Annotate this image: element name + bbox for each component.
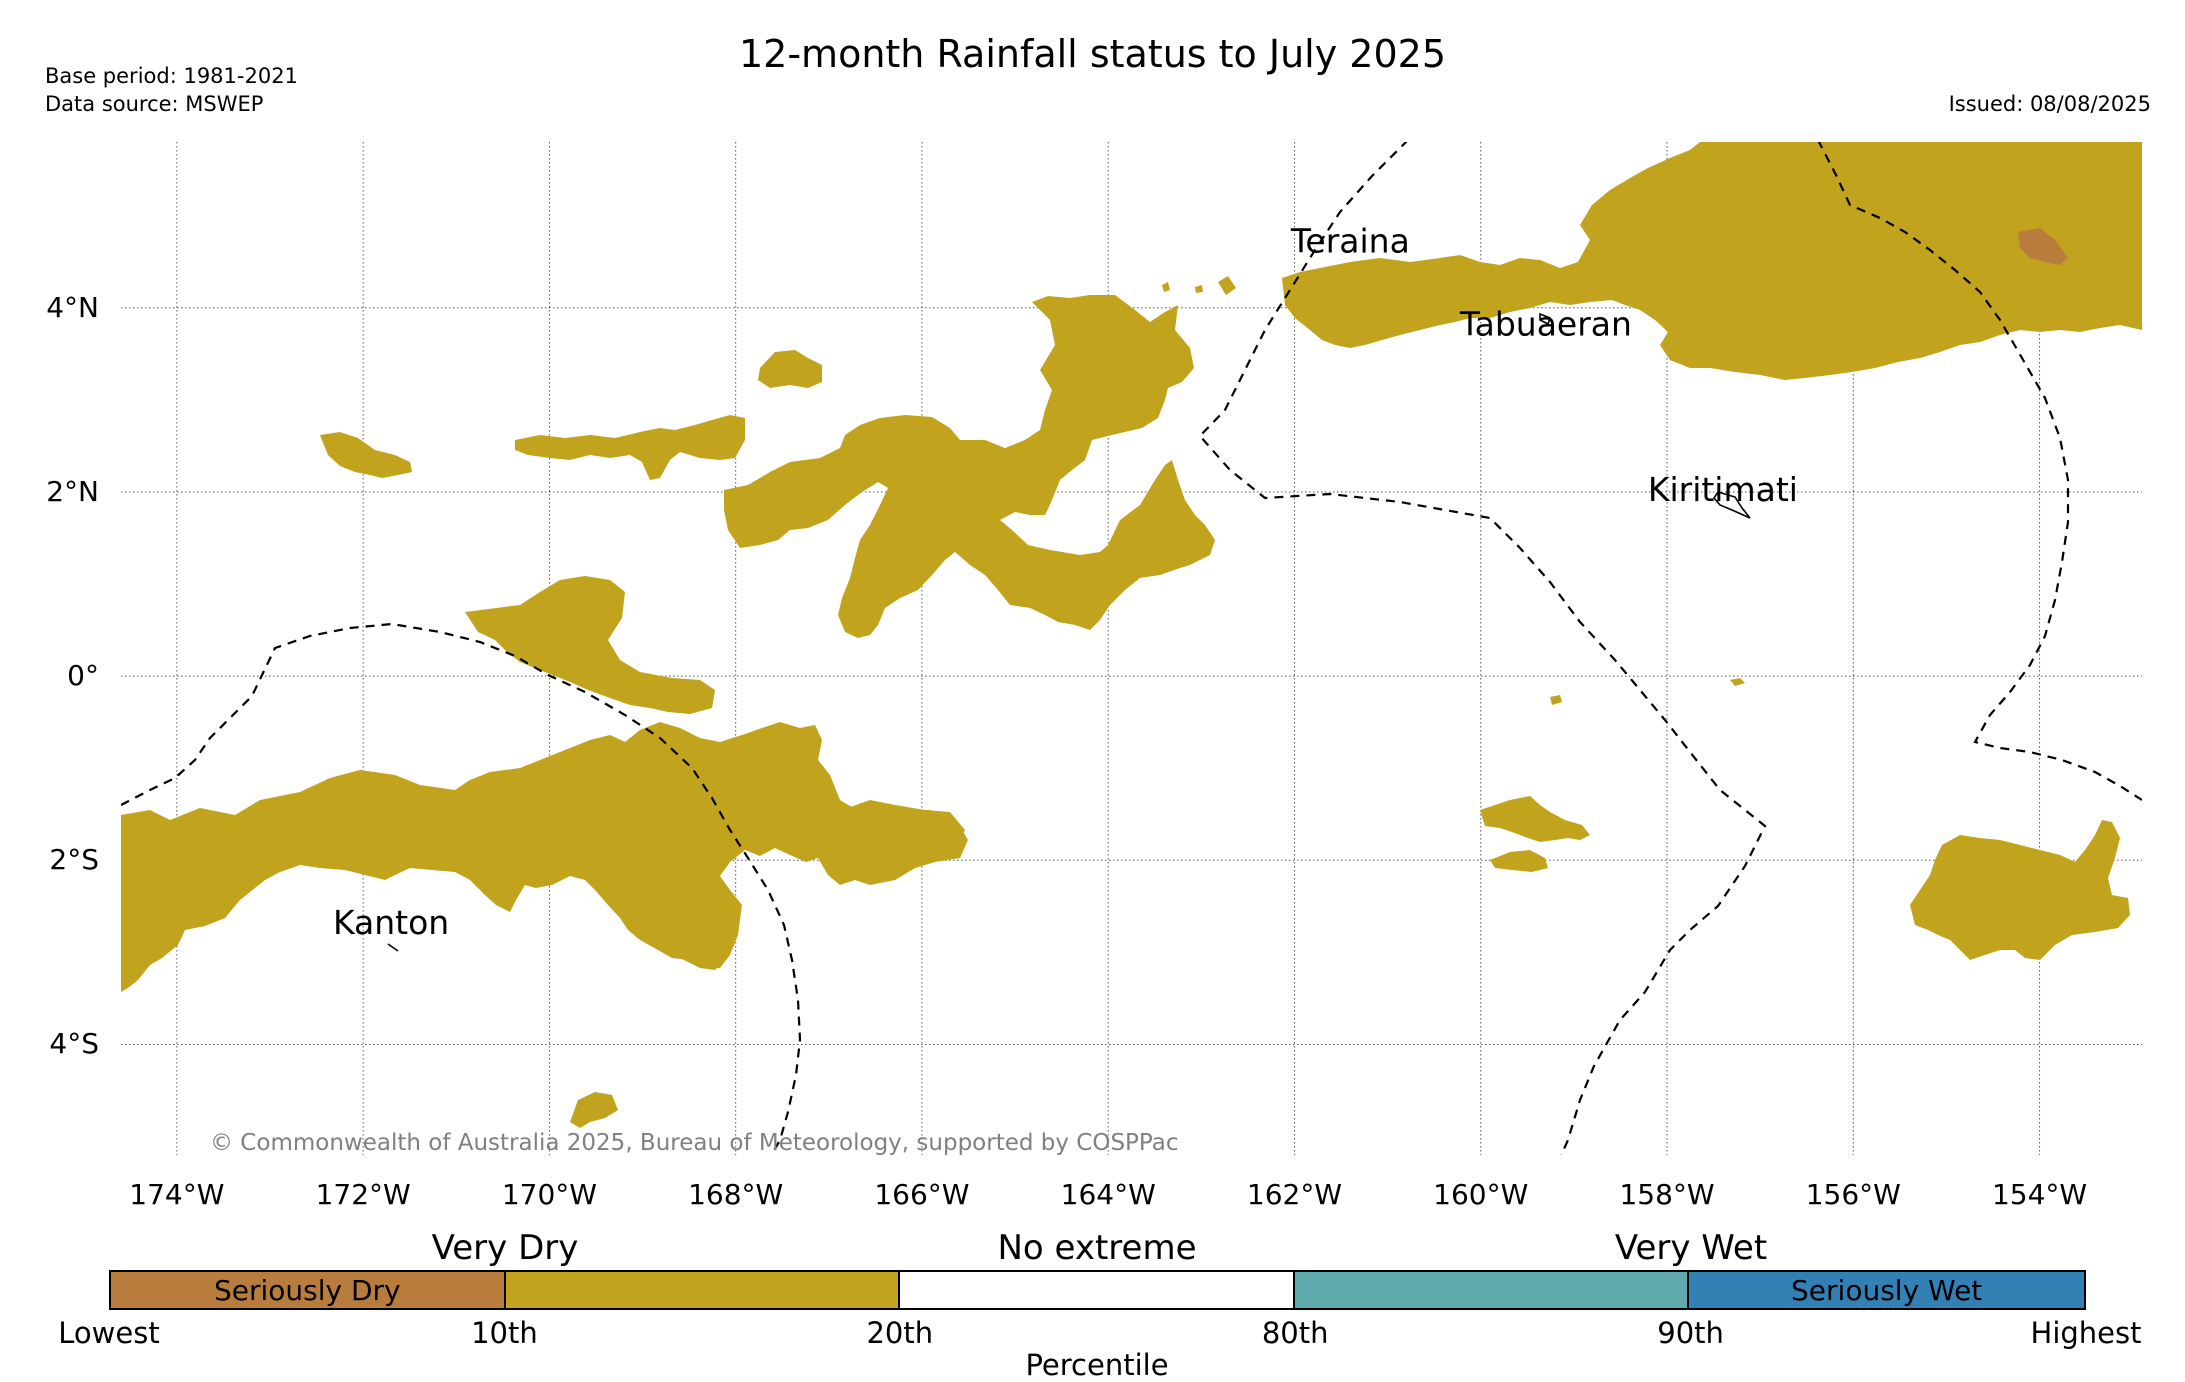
- legend-segment: Seriously Wet: [1689, 1272, 2084, 1308]
- lon-tick-label: 156°W: [1805, 1178, 1901, 1211]
- data-source-text: Data source: MSWEP: [45, 92, 264, 116]
- lat-tick-label: 2°N: [46, 474, 99, 508]
- legend-category-no-extreme: No extreme: [997, 1228, 1197, 1268]
- lon-tick-label: 170°W: [501, 1178, 597, 1211]
- legend-category-very-dry: Very Dry: [431, 1228, 579, 1268]
- lat-tick-label: 0°: [67, 659, 99, 693]
- lon-tick-label: 174°W: [129, 1178, 225, 1211]
- percentile-tick-label: Lowest: [58, 1316, 160, 1350]
- issued-date-text: Issued: 08/08/2025: [1948, 92, 2151, 116]
- percentile-tick-label: 80th: [1261, 1316, 1329, 1350]
- lat-tick-label: 4°S: [49, 1027, 99, 1061]
- legend-segment: Seriously Dry: [111, 1272, 506, 1308]
- legend-segment: [505, 1272, 901, 1308]
- island-coastlines: [387, 312, 1751, 952]
- legend-segment: [900, 1272, 1295, 1308]
- rainfall-map: Teraina Tabuaeran Kiritimati Kanton © Commo…: [121, 142, 2142, 1156]
- legend-category-very-wet: Very Wet: [1614, 1228, 1768, 1268]
- map-title: 12-month Rainfall status to July 2025: [738, 32, 1447, 76]
- rainfall-anomaly-layer: [121, 142, 2142, 1155]
- lon-tick-label: 160°W: [1433, 1178, 1529, 1211]
- legend-axis-label: Percentile: [1025, 1348, 1169, 1382]
- lon-tick-label: 166°W: [874, 1178, 970, 1211]
- base-period-text: Base period: 1981-2021: [45, 64, 298, 88]
- lon-tick-label: 172°W: [315, 1178, 411, 1211]
- percentile-tick-label: 10th: [471, 1316, 538, 1350]
- percentile-tick-label: 90th: [1657, 1316, 1724, 1350]
- legend-segment: [1294, 1272, 1690, 1308]
- very-dry-regions: [121, 142, 2142, 1128]
- lon-tick-label: 158°W: [1619, 1178, 1715, 1211]
- place-label-kanton: Kanton: [333, 903, 449, 942]
- place-label-tabuaeran: Tabuaeran: [1459, 304, 1632, 343]
- percentile-tick-label: 20th: [866, 1316, 934, 1350]
- seriously-dry-regions: [2018, 228, 2068, 265]
- place-labels: Teraina Tabuaeran Kiritimati Kanton: [333, 222, 1798, 942]
- lon-tick-label: 162°W: [1246, 1178, 1343, 1211]
- lat-tick-label: 4°N: [46, 290, 99, 324]
- percentile-tick-label: Highest: [2030, 1316, 2142, 1350]
- legend-colorbar: Seriously Dry Seriously Wet: [109, 1270, 2086, 1310]
- place-label-kiritimati: Kiritimati: [1648, 470, 1798, 509]
- copyright-notice: © Commonwealth of Australia 2025, Bureau…: [210, 1130, 1179, 1156]
- lon-tick-label: 164°W: [1060, 1178, 1156, 1211]
- eez-boundaries: [121, 142, 2142, 1155]
- lon-tick-label: 168°W: [688, 1178, 784, 1211]
- lon-tick-label: 154°W: [1991, 1178, 2088, 1211]
- place-label-teraina: Teraina: [1290, 222, 1410, 261]
- lat-tick-label: 2°S: [49, 843, 99, 877]
